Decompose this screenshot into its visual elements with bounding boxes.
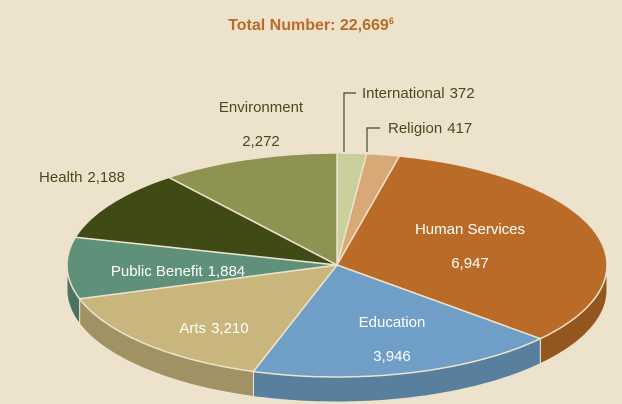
value-label: 372 xyxy=(450,85,475,102)
value-label: 2,272 xyxy=(242,133,280,150)
value-label: 3,946 xyxy=(373,348,411,365)
category-name: International xyxy=(362,85,445,102)
category-name: Religion xyxy=(388,120,442,137)
value-label: 6,947 xyxy=(451,255,489,272)
value-label: 2,188 xyxy=(87,169,125,186)
category-name: Arts xyxy=(179,320,206,337)
slice-label: Religion 417 xyxy=(388,120,472,137)
slice xyxy=(166,152,338,267)
slice xyxy=(66,236,338,300)
value-label: 3,210 xyxy=(211,320,249,337)
slice-label: Arts 3,210 xyxy=(179,320,248,337)
category-name: Health xyxy=(39,169,82,186)
category-name: Public Benefit xyxy=(111,263,204,280)
leader-line xyxy=(343,92,356,152)
category-name: Environment xyxy=(219,99,304,116)
category-name: Human Services xyxy=(415,221,525,238)
slice xyxy=(335,155,608,340)
chart-title: Total Number: 22,6696 xyxy=(228,16,394,34)
slice-label: Health 2,188 xyxy=(39,169,125,186)
slice-label: International 372 xyxy=(362,85,475,102)
category-name: Education xyxy=(359,314,426,331)
slice xyxy=(74,176,338,266)
value-label: 417 xyxy=(447,120,472,137)
slice xyxy=(252,264,543,378)
title-text: Total Number: 22,669 xyxy=(228,17,389,34)
title-footnote: 6 xyxy=(389,16,394,26)
value-label: 1,884 xyxy=(208,263,246,280)
slice-label: Public Benefit 1,884 xyxy=(111,263,245,280)
leader-line xyxy=(366,127,380,152)
slice xyxy=(78,264,339,373)
